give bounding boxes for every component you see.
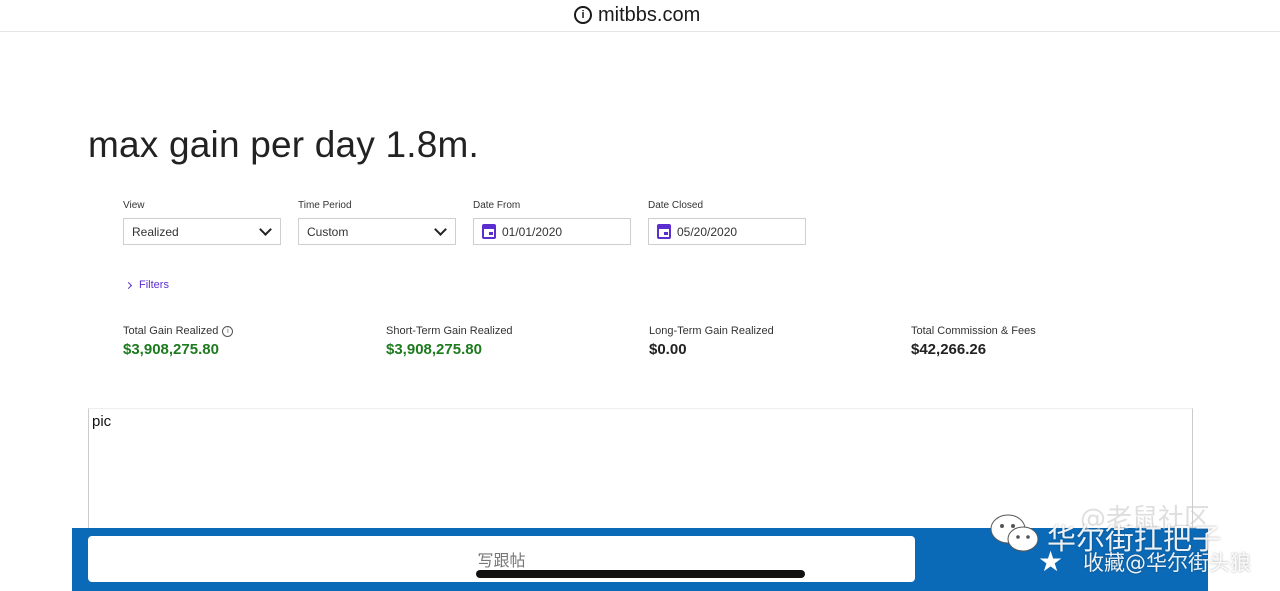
stat-value: $3,908,275.80 [386, 341, 482, 358]
filters-toggle[interactable]: Filters [124, 279, 169, 291]
time-period-value: Custom [307, 224, 349, 239]
view-value: Realized [132, 224, 179, 239]
view-label: View [123, 200, 145, 211]
date-closed-label: Date Closed [648, 200, 704, 211]
calendar-icon [657, 224, 671, 239]
post-headline: max gain per day 1.8m. [88, 124, 480, 165]
stat-commission-fees: Total Commission & Fees $42,266.26 [911, 325, 1036, 358]
date-from-label: Date From [473, 200, 521, 211]
chevron-right-icon [124, 281, 133, 289]
info-icon[interactable]: i [222, 325, 234, 337]
image-placeholder: pic [88, 408, 1193, 549]
stat-long-term-gain: Long-Term Gain Realized $0.00 [649, 325, 774, 358]
stat-value: $0.00 [649, 341, 687, 358]
date-closed-input[interactable]: 05/20/2020 [648, 218, 806, 245]
stat-short-term-gain: Short-Term Gain Realized $3,908,275.80 [386, 325, 513, 358]
time-period-label: Time Period [298, 200, 352, 211]
view-field: View Realized [123, 200, 281, 245]
url-text: mitbbs.com [598, 3, 701, 26]
date-closed-field: Date Closed 05/20/2020 [648, 200, 806, 245]
image-alt-text: pic [92, 413, 112, 430]
wechat-icon [990, 514, 1039, 552]
star-icon: ★ [1038, 546, 1064, 577]
date-from-field: Date From 01/01/2020 [473, 200, 631, 245]
info-icon[interactable]: i [574, 6, 592, 24]
url-display[interactable]: i mitbbs.com [574, 2, 700, 28]
filters-label: Filters [139, 279, 169, 291]
watermark-line2: 华尔街扛把子 [1047, 522, 1222, 556]
home-indicator[interactable] [476, 570, 805, 578]
chevron-down-icon [259, 223, 272, 236]
stat-label: Total Commission & Fees [911, 325, 1036, 337]
stat-label: Total Gain Realized [123, 325, 219, 337]
stat-total-gain: Total Gain Realized i $3,908,275.80 [123, 325, 234, 358]
date-from-value: 01/01/2020 [502, 224, 563, 239]
chevron-down-icon [434, 223, 447, 236]
calendar-icon [482, 224, 496, 239]
stat-value: $42,266.26 [911, 341, 987, 358]
date-from-input[interactable]: 01/01/2020 [473, 218, 631, 245]
browser-address-bar[interactable]: i mitbbs.com [0, 0, 1280, 32]
watermark-line3: 收藏@华尔街头狼 [1083, 551, 1251, 575]
time-period-field: Time Period Custom [298, 200, 456, 245]
view-select[interactable]: Realized [123, 218, 281, 245]
date-closed-value: 05/20/2020 [677, 224, 738, 239]
watermark-line1: @老鼠社区 [1080, 504, 1211, 534]
stat-label: Long-Term Gain Realized [649, 325, 774, 337]
time-period-select[interactable]: Custom [298, 218, 456, 245]
stat-label: Short-Term Gain Realized [386, 325, 513, 337]
stat-value: $3,908,275.80 [123, 341, 219, 358]
